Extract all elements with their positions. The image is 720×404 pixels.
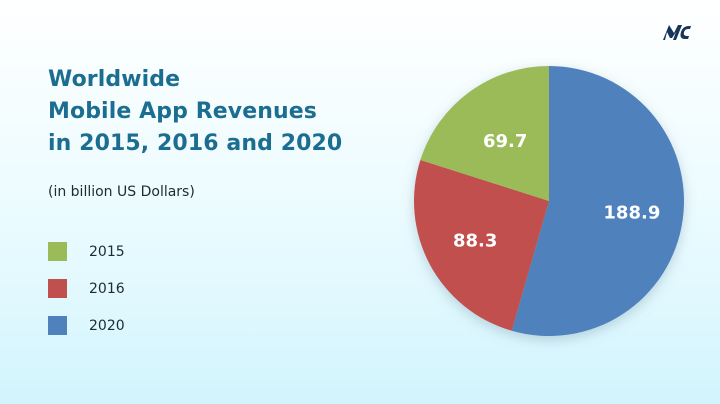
legend-swatch-2020	[48, 316, 67, 335]
slice-value-label-2015: 69.7	[483, 131, 527, 152]
legend-label-2015: 2015	[89, 243, 125, 260]
pie-slice-2020	[511, 66, 684, 336]
title-line-2: Mobile App Revenues	[48, 99, 317, 124]
title-line-1: Worldwide	[48, 67, 181, 92]
legend-item-2020: 2020	[48, 316, 125, 335]
mc-logo-icon	[663, 25, 691, 40]
chart-subtitle: (in billion US Dollars)	[48, 184, 195, 200]
legend-item-2015: 2015	[48, 242, 125, 261]
chart-title: Worldwide Mobile App Revenues in 2015, 2…	[48, 64, 342, 160]
pie-slice-2016	[414, 160, 549, 331]
legend-swatch-2016	[48, 279, 67, 298]
legend-item-2016: 2016	[48, 279, 125, 298]
title-line-3: in 2015, 2016 and 2020	[48, 131, 343, 156]
slice-value-label-2016: 88.3	[453, 230, 497, 251]
legend-swatch-2015	[48, 242, 67, 261]
legend-label-2020: 2020	[89, 317, 125, 334]
chart-legend: 2015 2016 2020	[48, 242, 125, 353]
legend-label-2016: 2016	[89, 280, 125, 297]
pie-slice-2015	[420, 66, 549, 201]
slice-value-label-2020: 188.9	[603, 203, 660, 224]
